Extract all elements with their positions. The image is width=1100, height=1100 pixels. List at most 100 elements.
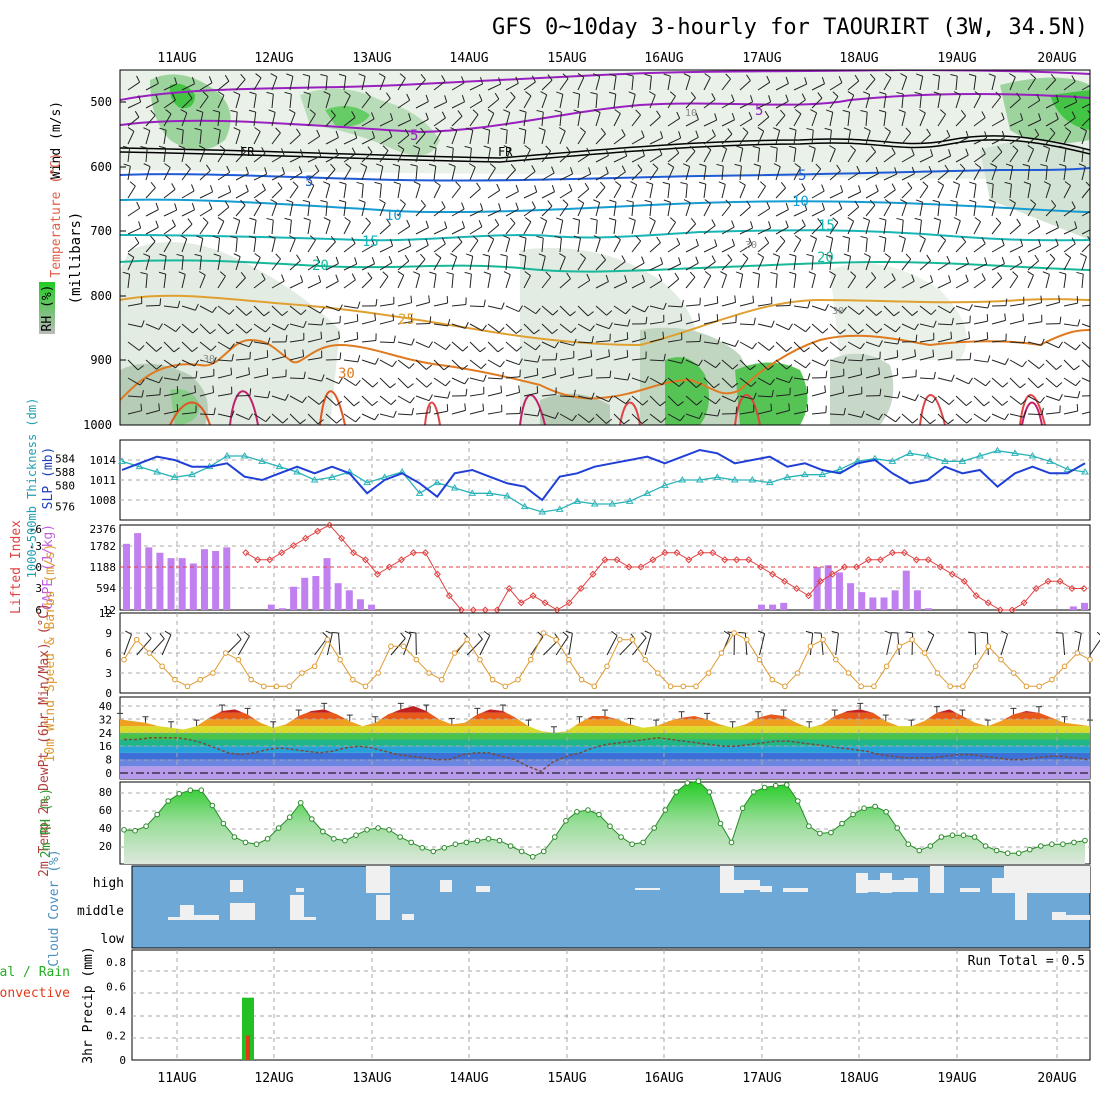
wind-barb (667, 76, 671, 91)
wind-barb (559, 238, 562, 253)
cloud-block (856, 873, 868, 893)
lifted-index-label: Lifted Index (9, 520, 24, 614)
wind-barb (307, 94, 311, 109)
wind-barb-flag (715, 362, 721, 369)
wind-barb-flag (698, 359, 703, 366)
wind-barb (1009, 166, 1014, 181)
wind-barb (325, 305, 340, 312)
wind-barb (793, 130, 797, 145)
wind-barb-flag (1038, 113, 1042, 121)
wind-barb (1009, 395, 1022, 405)
wind-barb (1045, 301, 1060, 307)
wind-point (871, 683, 877, 690)
wind-barb (1045, 184, 1051, 199)
wind-barb (883, 374, 898, 379)
wind-barb (667, 184, 671, 199)
wind-barb-flag (243, 631, 250, 637)
wind-barb (217, 206, 230, 217)
wind-barb (469, 240, 479, 253)
wind-barb-flag (499, 361, 505, 368)
wind-barb (505, 82, 519, 91)
wind-point (769, 676, 776, 683)
wind-barb-flag (897, 391, 901, 399)
wind-barb (127, 207, 140, 217)
li-point (1068, 584, 1076, 593)
wind-barb (145, 115, 156, 127)
wind-barb (919, 172, 933, 181)
wind-barb-flag (839, 329, 846, 335)
wind-barb-flag (236, 633, 242, 640)
wind-barb (505, 274, 511, 289)
wind-barb (1063, 166, 1067, 181)
thickness-point (135, 462, 144, 470)
wind-barb (685, 136, 699, 145)
wind-barb-flag (644, 331, 647, 339)
wind-barb (847, 359, 863, 362)
wind-barb (901, 413, 913, 424)
wind-barb-flag (356, 331, 359, 340)
wind-barb (721, 274, 728, 289)
wind-barb-flag (434, 181, 441, 186)
wind-barb-flag (464, 377, 469, 385)
wind-barb-flag (150, 109, 156, 116)
wind-barb-flag (785, 220, 789, 228)
wind-barb-flag (230, 367, 233, 375)
thickness-point (800, 470, 809, 478)
contour-label: 10 (385, 208, 402, 224)
wind-barb-flag (674, 272, 680, 280)
wind-barb-flag (176, 253, 184, 257)
wind-barb (973, 305, 988, 309)
wind-barb-flag (1059, 145, 1067, 149)
wind-barb (955, 220, 961, 235)
wind-barb-flag (659, 401, 666, 407)
wind-barb-flag (641, 274, 645, 282)
wind-barb-flag (757, 253, 764, 258)
wind-barb (289, 220, 292, 235)
wind-barb (937, 377, 952, 382)
wind-barb-flag (1093, 347, 1098, 352)
wind-barb (739, 184, 746, 199)
wind-barb (631, 184, 638, 199)
wind-barb-flag (884, 127, 891, 132)
wind-barb-flag (388, 130, 393, 137)
wind-barb-flag (446, 145, 454, 149)
wind-barb-flag (637, 164, 643, 171)
wind-barb (343, 137, 357, 145)
wind-barb (973, 377, 986, 387)
cape-bar (813, 567, 821, 610)
wind-tick: 3 (105, 667, 112, 680)
wind-barb (379, 320, 394, 325)
wind-barb (199, 305, 213, 314)
wind-barb (685, 304, 700, 307)
wind-barb-flag (579, 253, 586, 259)
wind-barb-flag (335, 130, 339, 138)
wind-barb (235, 94, 241, 109)
wind-barb (757, 274, 761, 289)
wind-barb-flag (695, 130, 699, 138)
cloud-block (904, 878, 918, 892)
wind-barb (775, 256, 781, 271)
wind-point (222, 650, 229, 656)
wind-barb (415, 301, 430, 307)
wind-barb-flag (501, 302, 505, 310)
wind-barb-flag (358, 199, 366, 203)
wind-barb (181, 223, 193, 235)
wind-barb (865, 277, 877, 289)
wind-barb (568, 633, 573, 656)
wind-barb-flag (393, 181, 401, 185)
wind-barb-flag (411, 407, 414, 416)
wind-barb (577, 341, 593, 344)
wind-barb-flag (385, 92, 391, 99)
wind-barb (487, 256, 491, 271)
wind-barb (955, 154, 969, 163)
wind-barb-flag (933, 217, 941, 221)
rh-tick: 40 (99, 822, 112, 835)
wind-barb-flag (821, 202, 825, 210)
wind-barb (1063, 323, 1078, 327)
wind-barb-flag (891, 147, 896, 154)
wind-barb (739, 341, 753, 350)
wind-barb (703, 377, 715, 389)
wind-barb-flag (860, 235, 868, 239)
wind-barb (811, 274, 816, 289)
